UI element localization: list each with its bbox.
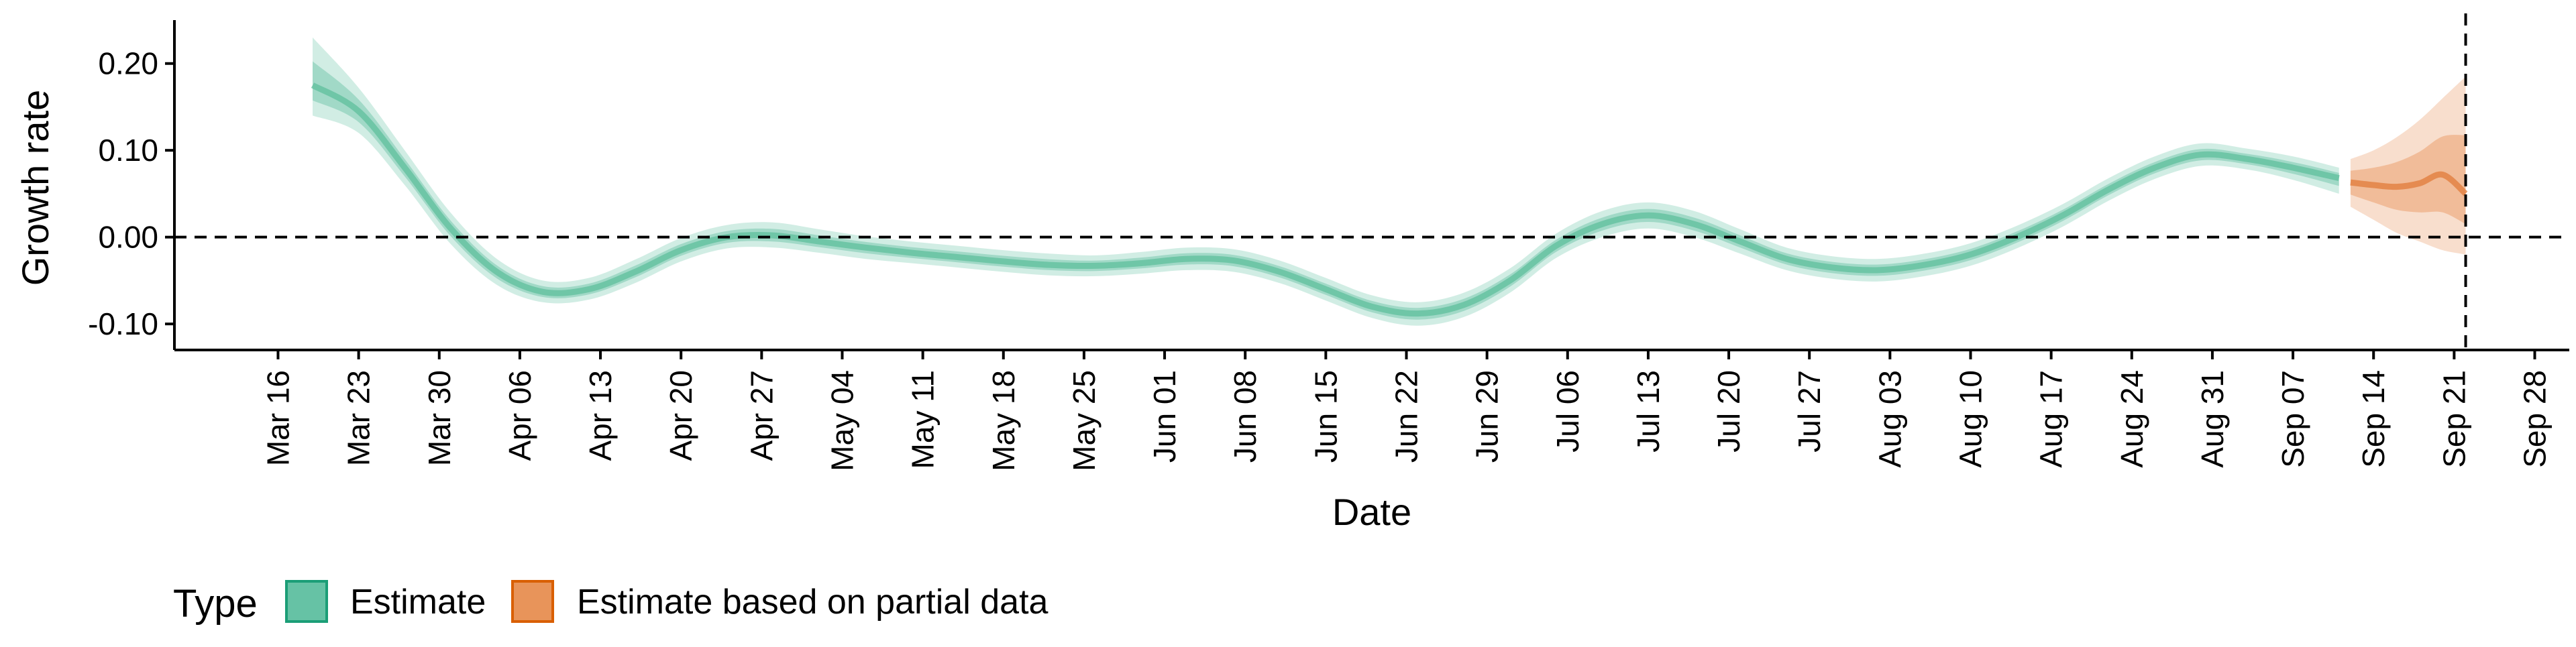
legend-label-partial: Estimate based on partial data xyxy=(577,583,1049,622)
x-tick-label: Jun 29 xyxy=(1470,370,1505,463)
x-tick-label: Jun 01 xyxy=(1147,370,1182,463)
x-tick-label: Jun 08 xyxy=(1228,370,1263,463)
x-tick-label: May 25 xyxy=(1067,370,1102,471)
legend-key-estimate xyxy=(285,580,328,623)
x-tick-label: Aug 24 xyxy=(2114,370,2149,468)
x-tick-label: Mar 16 xyxy=(261,370,296,466)
ci90-band-partial xyxy=(2350,76,2466,255)
ci50-band-partial xyxy=(2350,135,2466,225)
y-axis-title: Growth rate xyxy=(14,90,56,286)
x-tick-label: Jun 15 xyxy=(1308,370,1343,463)
legend-title: Type xyxy=(173,582,258,626)
x-axis-title: Date xyxy=(1332,491,1411,533)
legend-label-estimate: Estimate xyxy=(350,583,486,622)
legend: Type Estimate Estimate based on partial … xyxy=(173,580,1049,626)
y-tick-label: 0.20 xyxy=(98,46,158,81)
x-tick-label: Sep 14 xyxy=(2356,370,2391,468)
x-tick-label: Jul 20 xyxy=(1711,370,1746,453)
x-tick-label: Aug 10 xyxy=(1953,370,1988,468)
x-tick-label: Sep 21 xyxy=(2436,370,2471,468)
x-tick-label: Apr 06 xyxy=(502,370,537,461)
x-tick-label: Mar 30 xyxy=(422,370,457,466)
x-tick-label: Jul 06 xyxy=(1550,370,1585,453)
x-tick-label: Jul 13 xyxy=(1631,370,1666,453)
x-tick-label: Sep 07 xyxy=(2275,370,2310,468)
x-tick-label: Jun 22 xyxy=(1389,370,1424,463)
x-tick-label: May 11 xyxy=(906,370,941,469)
x-tick-label: Jul 27 xyxy=(1792,370,1827,453)
legend-key-partial xyxy=(511,580,554,623)
x-tick-label: Aug 31 xyxy=(2195,370,2230,468)
y-tick-label: -0.10 xyxy=(88,306,158,341)
x-tick-label: Sep 28 xyxy=(2518,370,2553,468)
x-tick-label: May 04 xyxy=(825,370,860,471)
x-tick-label: Mar 23 xyxy=(341,370,376,466)
x-tick-label: Apr 20 xyxy=(663,370,698,461)
x-tick-label: Apr 27 xyxy=(744,370,779,461)
x-tick-label: Aug 03 xyxy=(1872,370,1907,468)
y-tick-label: 0.00 xyxy=(98,220,158,255)
median-line-estimate xyxy=(311,82,2340,317)
y-tick-label: 0.10 xyxy=(98,133,158,168)
x-tick-label: Aug 17 xyxy=(2034,370,2069,468)
median-line-partial xyxy=(2350,171,2468,196)
x-tick-label: Apr 13 xyxy=(583,370,618,461)
x-tick-label: May 18 xyxy=(986,370,1021,471)
